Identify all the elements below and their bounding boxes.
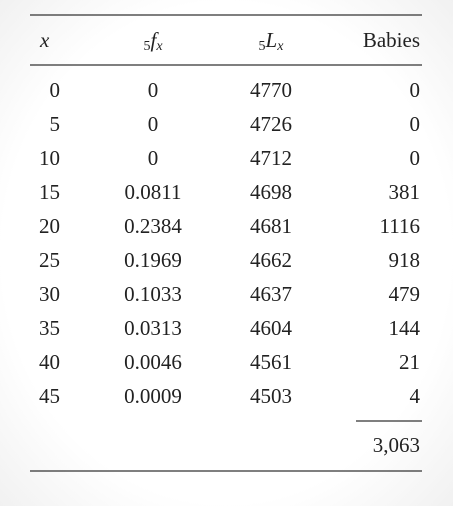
cell: 15 [39,180,60,204]
header-cell: x [39,28,50,52]
cell: 0 [50,78,61,102]
cell: 1116 [380,214,420,238]
header-prefix: 5 [143,39,150,54]
cell: 25 [39,248,60,272]
cell: 4604 [250,316,293,340]
cell: 0.0313 [124,316,182,340]
cell: 4 [410,384,421,408]
header-subscript: x [276,39,284,54]
cell: 0.0811 [125,180,182,204]
cell: 0.0009 [124,384,182,408]
total: 3,063 [373,433,420,457]
header-symbol: x [39,28,50,52]
cell: 4712 [250,146,292,170]
cell: 144 [389,316,421,340]
cell: 0 [410,78,421,102]
cell: 45 [39,384,60,408]
cell: 4726 [250,112,292,136]
cell: 4561 [250,350,292,374]
cell: 0.0046 [124,350,182,374]
header-subscript: x [155,39,163,54]
cell: 4698 [250,180,292,204]
cell: 35 [39,316,60,340]
cell: 0.2384 [124,214,182,238]
cell: 4681 [250,214,292,238]
cell: 0 [410,112,421,136]
cell: 20 [39,214,60,238]
cell: 0 [148,78,159,102]
cell: 5 [50,112,61,136]
header-symbol: L [265,28,278,52]
header-symbol: f [150,28,159,52]
cell: 0.1969 [124,248,182,272]
cell: 918 [389,248,421,272]
cell: 21 [399,350,420,374]
cell: 4662 [250,248,292,272]
cell: 4637 [250,282,292,306]
cell: 0 [148,146,159,170]
cell: 0.1033 [124,282,182,306]
cell: 4770 [250,78,292,102]
cell: 10 [39,146,60,170]
cell: 381 [389,180,421,204]
header-prefix: 5 [259,39,266,54]
cell: 30 [39,282,60,306]
header-cell: 5fx [143,28,163,54]
cell: 4503 [250,384,292,408]
cell: 479 [389,282,421,306]
cell: 40 [39,350,60,374]
cell: 0 [410,146,421,170]
header-text: Babies [363,28,420,52]
header-cell: 5Lx [259,28,285,54]
cell: 0 [148,112,159,136]
header-cell: Babies [363,28,420,52]
